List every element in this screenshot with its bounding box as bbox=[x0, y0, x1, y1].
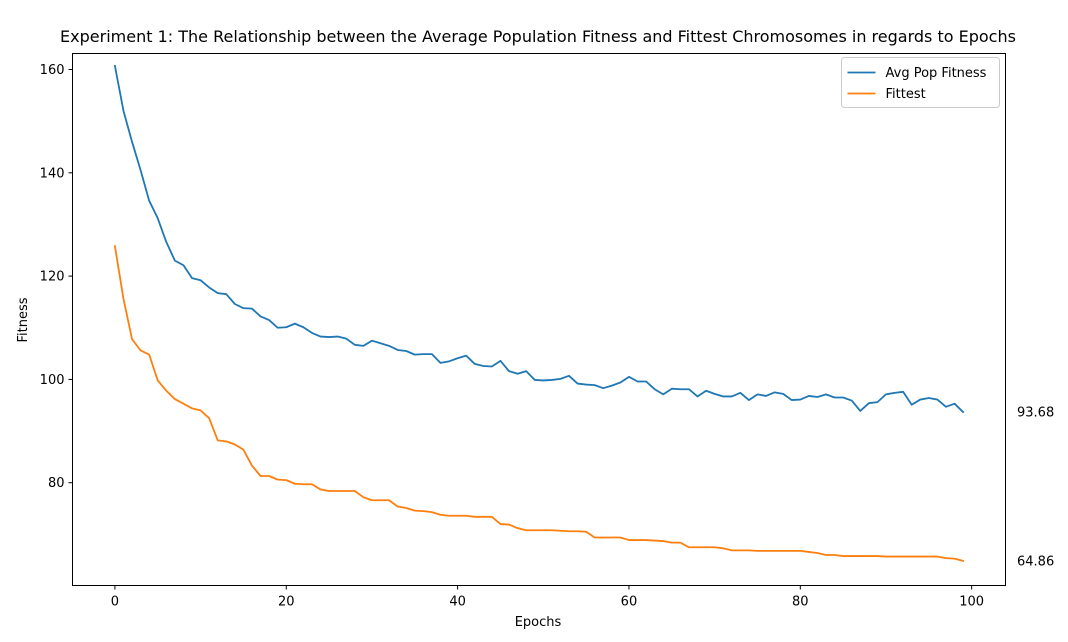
series-line-0 bbox=[113, 64, 965, 414]
x-tick-label: 0 bbox=[111, 595, 119, 610]
chart-title: Experiment 1: The Relationship between t… bbox=[60, 27, 1016, 46]
y-tick-label: 140 bbox=[40, 166, 65, 181]
x-tick-label: 40 bbox=[449, 595, 466, 610]
plot-content bbox=[113, 64, 965, 563]
legend-label: Fittest bbox=[886, 87, 926, 102]
x-tick-label: 60 bbox=[621, 595, 638, 610]
x-tick-label: 80 bbox=[792, 595, 809, 610]
axis-ticks: 0 20 40 60 80 100 80 100 120 140 160 bbox=[40, 63, 984, 609]
x-tick-label: 20 bbox=[278, 595, 295, 610]
end-value-annotations: 93.68 64.86 bbox=[1017, 406, 1054, 570]
x-axis-label: Epochs bbox=[515, 615, 562, 630]
legend-label: Avg Pop Fitness bbox=[886, 66, 987, 81]
series-line-1 bbox=[113, 245, 965, 563]
legend: Avg Pop Fitness Fittest bbox=[841, 57, 1000, 108]
y-tick-label: 80 bbox=[48, 476, 65, 491]
y-axis-label: Fitness bbox=[16, 297, 31, 342]
plot-frame bbox=[72, 53, 1006, 586]
y-tick-label: 100 bbox=[40, 373, 65, 388]
legend-box bbox=[841, 57, 1000, 108]
x-tick-label: 100 bbox=[959, 595, 984, 610]
end-value-label: 64.86 bbox=[1017, 554, 1054, 569]
end-value-label: 93.68 bbox=[1017, 406, 1054, 421]
y-tick-label: 120 bbox=[40, 270, 65, 285]
y-tick-label: 160 bbox=[40, 63, 65, 78]
